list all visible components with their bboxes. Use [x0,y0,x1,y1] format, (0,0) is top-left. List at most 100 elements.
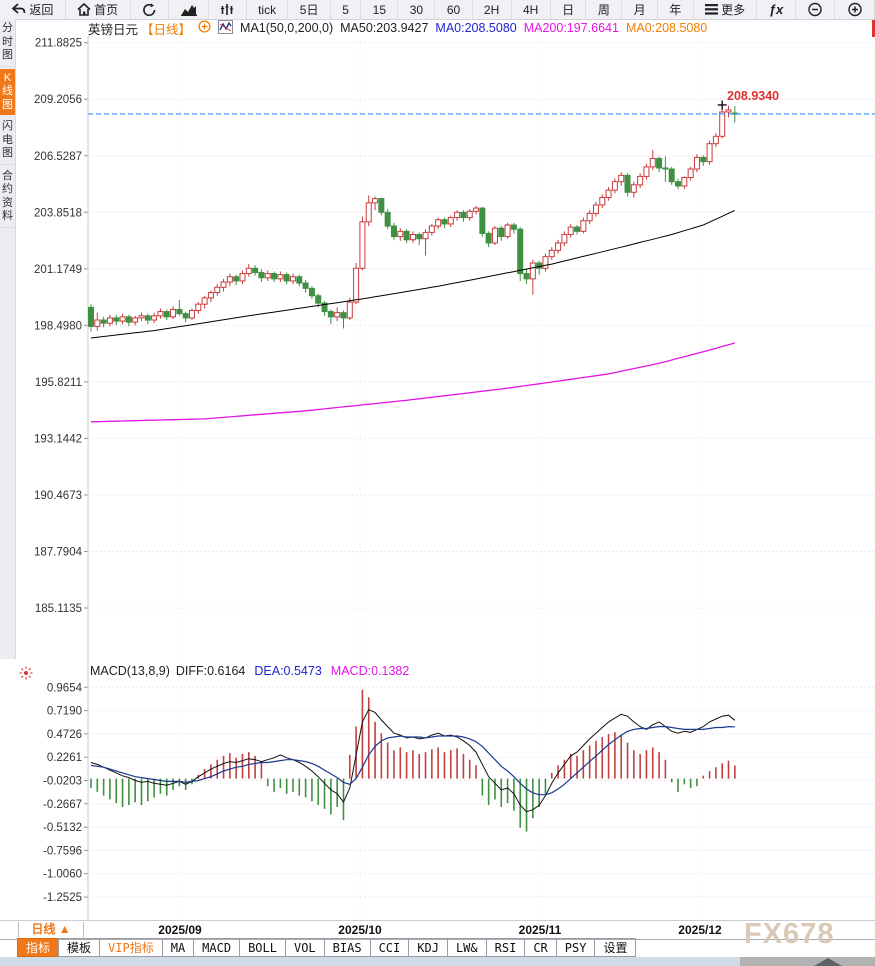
macd-value: MACD:0.1382 [330,663,410,678]
toolbar-item-月[interactable]: 月 [622,0,658,19]
sidebar: 分时图 K线图闪电图合约资料 [0,19,16,659]
svg-text:190.4673: 190.4673 [34,490,82,502]
toolbar-item-ƒx[interactable]: ƒx [757,0,796,19]
sidebar-item-合约资料[interactable]: 合约资料 [0,167,15,228]
line-chart-icon [180,3,197,16]
toolbar-item-15[interactable]: 15 [361,0,399,19]
overlay-MA200 [90,342,735,423]
toolbar-item-5[interactable]: 5 [331,0,362,19]
tab-LW&[interactable]: LW& [446,938,487,957]
collapse-up-icon [814,958,842,966]
svg-text:203.8518: 203.8518 [34,207,82,219]
high-marker-cross [717,100,727,110]
svg-text:211.8825: 211.8825 [35,38,82,50]
toolbar-item-返回[interactable]: 返回 [0,0,66,19]
zoom-out-icon [807,2,823,17]
toolbar-item-label: 返回 [29,3,54,17]
toolbar-item-4H[interactable]: 4H [512,0,551,19]
tab-VIP指标[interactable]: VIP指标 [99,938,163,957]
period-label: 【日线】 [141,22,192,37]
svg-text:206.5287: 206.5287 [34,151,82,163]
tab-BOLL[interactable]: BOLL [239,938,286,957]
back-arrow-icon [11,3,26,16]
toolbar-item-label: 月 [633,3,646,17]
svg-text:-0.5132: -0.5132 [43,822,82,834]
toolbar-item-30[interactable]: 30 [398,0,436,19]
toolbar-item-日[interactable]: 日 [551,0,587,19]
edge-marker [872,20,875,37]
add-indicator-icon[interactable] [198,20,211,36]
ma0-blue-value: MA0:208.5080 [435,21,517,35]
diff-value: DIFF:0.6164 [175,663,246,678]
chart-canvas[interactable]: 211.8825 209.2056 206.5287 203.8518 201.1749… [0,0,875,920]
toolbar-item-label: ƒx [768,2,784,17]
ma200-value: MA200:197.6641 [523,21,619,35]
ma-setting: MA1(50,0,200,0) [240,21,334,35]
toolbar-item-label: 60 [446,2,461,17]
chart-thumbnail-icon[interactable] [218,19,234,37]
toolbar-item-label: 2H [483,2,500,17]
svg-text:195.8211: 195.8211 [35,377,82,389]
sidebar-item-闪电图[interactable]: 闪电图 [0,117,15,165]
svg-text:209.2056: 209.2056 [34,94,82,106]
svg-text:-0.2667: -0.2667 [43,799,82,811]
symbol-name: 英镑日元 [88,22,139,37]
refresh-icon [142,3,157,17]
toolbar-item-line-chart[interactable] [169,0,209,19]
sidebar-item-分时图[interactable]: 分时图 [0,19,15,67]
toolbar-item-60[interactable]: 60 [435,0,473,19]
macd-settings-icon[interactable] [19,666,33,685]
tab-KDJ[interactable]: KDJ [408,938,448,957]
toolbar-item-更多[interactable]: 更多 [694,0,758,19]
tab-指标[interactable]: 指标 [17,938,60,957]
tab-CCI[interactable]: CCI [369,938,410,957]
tab-VOL[interactable]: VOL [284,938,325,957]
overlay-MA50 [90,209,736,339]
interval-label: 日线 [31,922,56,936]
tab-设置[interactable]: 设置 [594,938,637,957]
toolbar-item-5日[interactable]: 5日 [288,0,331,19]
tab-模板[interactable]: 模板 [58,938,101,957]
dea-line [90,725,735,796]
tab-CR[interactable]: CR [524,938,557,957]
svg-text:0.4726: 0.4726 [47,729,82,741]
menu-icon [705,4,719,15]
toolbar-item-label: 首页 [94,3,119,17]
svg-text:-1.2525: -1.2525 [43,892,82,904]
toolbar-item-zoom-out[interactable] [796,0,836,19]
toolbar-item-label: 15 [372,2,386,17]
toolbar-item-refresh[interactable] [131,0,170,19]
price-marker-label: 208.9340 [727,89,780,103]
toolbar-item-2H[interactable]: 2H [473,0,512,19]
toolbar-item-volume-bars[interactable] [209,0,247,19]
dea-value: DEA:0.5473 [254,663,322,678]
toolbar-item-label: 5 [342,2,349,17]
svg-text:-0.0203: -0.0203 [43,776,82,788]
macd-legend: MACD(13,8,9) DIFF:0.6164 DEA:0.5473 MACD… [90,663,409,678]
toolbar-item-周[interactable]: 周 [586,0,623,19]
toolbar-item-label: 周 [597,3,610,17]
interval-selector[interactable]: 日线 ▲ [18,922,84,937]
tab-MA[interactable]: MA [161,938,195,957]
macd-series [90,689,736,832]
ma0-orange-value: MA0:208.5080 [625,21,708,35]
toolbar-item-label: tick [258,2,277,17]
toolbar-item-年[interactable]: 年 [658,0,694,19]
tab-MACD[interactable]: MACD [193,938,241,957]
volume-bars-icon [220,3,234,16]
date-label: 2025/12 [678,923,722,937]
svg-text:198.4980: 198.4980 [34,320,82,332]
toolbar-item-label: 年 [669,3,682,17]
toolbar-item-tick[interactable]: tick [247,0,289,19]
toolbar-item-首页[interactable]: 首页 [66,0,131,19]
svg-text:185.1135: 185.1135 [35,603,82,615]
axis: 211.8825 209.2056 206.5287 203.8518 201.1749… [34,36,89,920]
gridlines [88,36,875,918]
tab-RSI[interactable]: RSI [485,938,526,957]
toolbar-item-label: 日 [562,3,575,17]
tab-BIAS[interactable]: BIAS [323,938,371,957]
panel-handle[interactable] [740,957,875,966]
tab-PSY[interactable]: PSY [555,938,596,957]
sidebar-item-K线图[interactable]: K线图 [0,68,15,115]
